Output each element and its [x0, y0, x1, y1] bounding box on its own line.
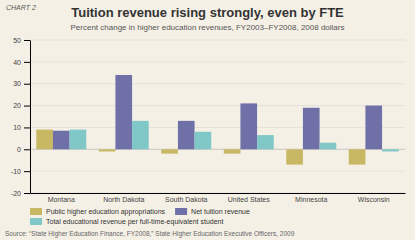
bar	[36, 130, 53, 150]
y-tick-label: 50	[13, 37, 21, 44]
grid-line	[30, 40, 405, 41]
y-tick-mark	[24, 62, 30, 63]
grid-line	[30, 83, 405, 84]
x-tick-label: United States	[228, 196, 271, 203]
bars	[36, 75, 399, 165]
x-tick: Wisconsin	[358, 196, 390, 203]
title: Tuition revenue rising strongly, even by…	[71, 5, 344, 20]
bar	[240, 103, 257, 149]
legend-label: Total educational revenue per full-time-…	[46, 218, 223, 226]
legend-label: Net tuition revenue	[191, 208, 250, 215]
y-tick-mark	[24, 171, 30, 172]
y-tick: 30	[13, 80, 30, 87]
legend-item: Public higher education appropriations	[30, 208, 166, 216]
bar	[349, 149, 366, 164]
chart: CHART 2 Tuition revenue rising strongly, …	[0, 0, 415, 240]
legend-swatch	[30, 218, 42, 225]
legend-swatch	[30, 208, 42, 215]
y-tick-mark	[24, 84, 30, 85]
x-tick: Montana	[48, 196, 75, 203]
y-tick-mark	[24, 106, 30, 107]
bar	[115, 75, 132, 149]
grid-line	[30, 193, 405, 194]
y-tick-label: 0	[17, 146, 21, 153]
bar	[320, 143, 337, 150]
source: Source: “State Higher Education Finance,…	[5, 230, 295, 238]
legend-label: Public higher education appropriations	[46, 208, 166, 216]
grid	[30, 40, 405, 193]
y-tick-label: -10	[11, 168, 21, 175]
grid-line	[30, 171, 405, 172]
x-tick: Minnesota	[295, 196, 327, 203]
y-tick-label: 20	[13, 102, 21, 109]
y-tick: 20	[13, 102, 30, 109]
grid-line	[30, 127, 405, 128]
y-tick-label: 40	[13, 59, 21, 66]
bar	[132, 121, 149, 149]
bar	[99, 149, 116, 151]
bar	[286, 149, 303, 164]
background	[0, 0, 415, 240]
x-axis: Montana North Dakota South Dakota United St…	[31, 194, 406, 203]
x-tick-label: Wisconsin	[358, 196, 390, 203]
bar	[53, 131, 70, 150]
y-tick: 50	[13, 37, 30, 44]
legend-item: Total educational revenue per full-time-…	[30, 218, 223, 226]
y-tick-label: -20	[11, 190, 21, 197]
y-tick-label: 30	[13, 80, 21, 87]
legend: Public higher education appropriations Ne…	[30, 208, 250, 226]
bar	[70, 130, 87, 150]
subtitle: Percent change in higher education reven…	[71, 23, 345, 32]
y-tick-mark	[24, 149, 30, 150]
y-tick: -20	[11, 190, 30, 197]
y-tick: 0	[17, 146, 30, 153]
legend-swatch	[175, 208, 187, 215]
x-tick-label: South Dakota	[165, 196, 208, 203]
y-tick-mark	[24, 193, 30, 194]
y-axis: -20 -10 0 10 20 30 40 50	[11, 37, 31, 197]
y-tick-mark	[24, 40, 30, 41]
bar	[195, 132, 212, 149]
x-tick-label: Minnesota	[295, 196, 327, 203]
x-tick: South Dakota	[165, 196, 208, 203]
bar	[365, 106, 382, 150]
x-tick: United States	[228, 196, 271, 203]
y-tick: 40	[13, 59, 30, 66]
bar	[178, 121, 195, 149]
grid-line	[30, 61, 405, 62]
y-axis-line	[30, 41, 31, 194]
bar	[224, 149, 241, 153]
bar	[257, 135, 274, 149]
chart-label: CHART 2	[6, 4, 36, 11]
x-tick-label: Montana	[48, 196, 75, 203]
y-tick-label: 10	[13, 124, 21, 131]
bar	[382, 149, 399, 151]
bar	[161, 149, 178, 153]
x-axis-line	[31, 193, 406, 194]
y-tick: -10	[11, 168, 30, 175]
legend-item: Net tuition revenue	[175, 208, 250, 215]
bar	[303, 108, 320, 150]
x-tick: North Dakota	[103, 196, 144, 203]
x-tick-label: North Dakota	[103, 196, 144, 203]
y-tick: 10	[13, 124, 30, 131]
y-tick-mark	[24, 127, 30, 128]
grid-line	[30, 105, 405, 106]
